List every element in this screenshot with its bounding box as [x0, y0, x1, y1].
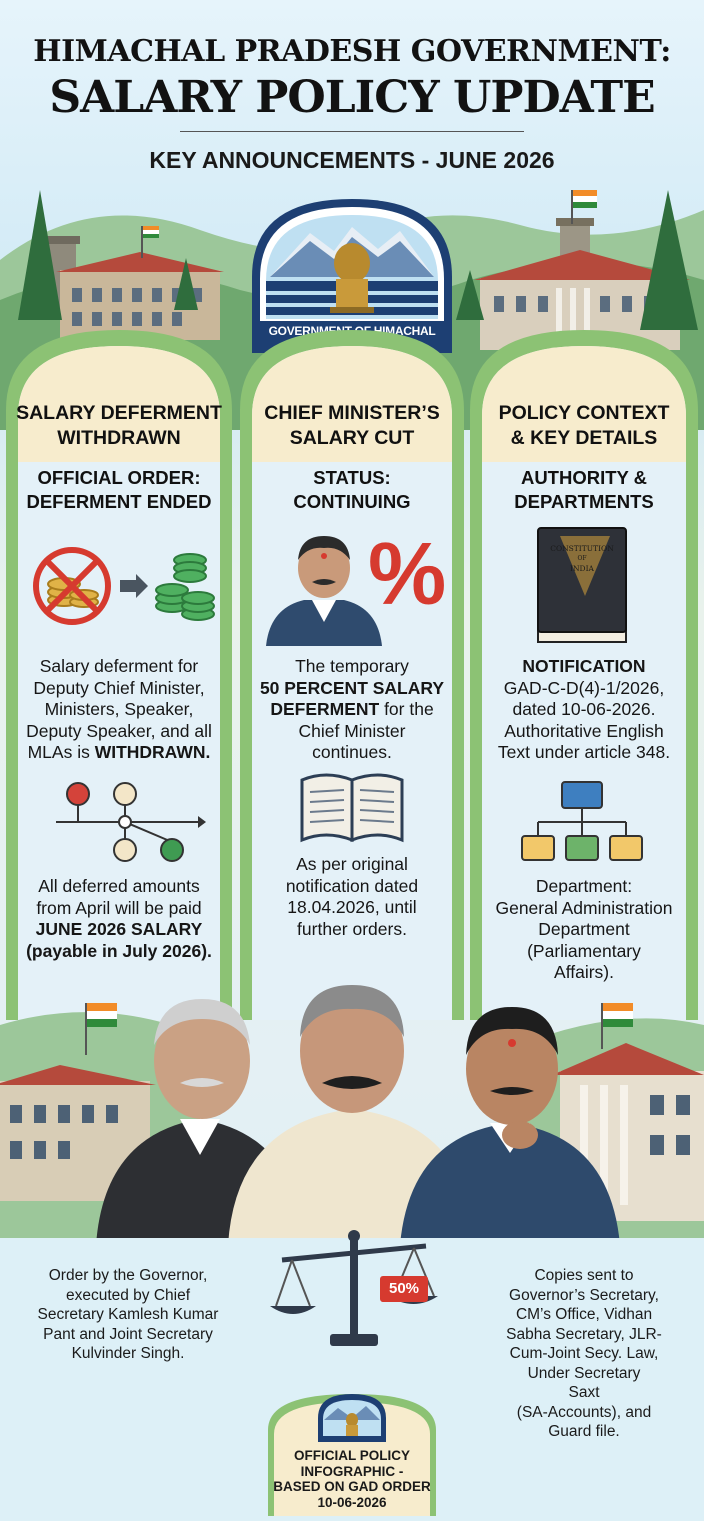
percent-icon: %	[368, 524, 447, 623]
page-subtitle: KEY ANNOUNCEMENTS - JUNE 2026	[149, 147, 555, 173]
salary-cut-text: The temporary 50 PERCENT SALARY DEFERMEN…	[259, 656, 445, 762]
page-title-line2: SALARY POLICY UPDATE	[49, 72, 655, 123]
title-divider	[180, 131, 524, 132]
scale-percent-label: 50%	[388, 1280, 420, 1297]
column-salary-deferment: SALARY DEFERMENT WITHDRAWN OFFICIAL ORDE…	[2, 330, 236, 1020]
deferred-amounts-text: All deferred amounts from April will be …	[26, 876, 212, 961]
column-subheading: AUTHORITY & DEPARTMENTS	[514, 467, 654, 512]
column-policy-context: POLICY CONTEXT & KEY DETAILS AUTHORITY &…	[466, 330, 702, 1020]
leaders-illustration	[0, 985, 704, 1245]
governor-order-text: Order by the Governor, executed by Chief…	[37, 1267, 219, 1362]
badge-text: OFFICIAL POLICY INFOGRAPHIC - BASED ON G…	[273, 1448, 431, 1510]
column-subheading: OFFICIAL ORDER: DEFERMENT ENDED	[26, 467, 212, 512]
department-text: Department: General Administration Depar…	[495, 876, 673, 982]
official-policy-badge: OFFICIAL POLICY INFOGRAPHIC - BASED ON G…	[266, 1390, 438, 1516]
page-title-line1: HIMACHAL PRADESH GOVERNMENT:	[33, 34, 671, 69]
government-emblem: GOVERNMENT OF HIMACHAL PRADESH	[250, 197, 454, 355]
original-notification-text: As per original notification dated 18.04…	[285, 854, 419, 939]
cancelled-coins-icon	[33, 547, 215, 625]
column-heading: SALARY DEFERMENT WITHDRAWN	[16, 402, 222, 449]
chief-minister-portrait-icon	[266, 536, 382, 646]
timeline-icon	[56, 782, 206, 862]
column-arch-frame	[240, 330, 464, 1020]
column-heading: POLICY CONTEXT & KEY DETAILS	[498, 402, 670, 449]
column-subheading: STATUS: CONTINUING	[293, 467, 411, 512]
org-chart-icon	[521, 781, 643, 861]
deferment-withdrawn-text: Salary deferment for Deputy Chief Minist…	[26, 656, 212, 762]
column-cm-salary-cut: CHIEF MINISTER’S SALARY CUT STATUS: CONT…	[236, 330, 468, 1020]
constitution-book-icon: CONSTITUTION OF INDIA	[534, 526, 630, 646]
balance-scale-icon: 50%	[268, 1226, 440, 1356]
notification-text: NOTIFICATION GAD-C-D(4)-1/2026, dated 10…	[497, 656, 671, 762]
column-heading: CHIEF MINISTER’S SALARY CUT	[264, 402, 440, 449]
copies-sent-text: Copies sent to Governor’s Secretary, CM’…	[506, 1267, 662, 1440]
open-book-icon	[300, 773, 404, 843]
